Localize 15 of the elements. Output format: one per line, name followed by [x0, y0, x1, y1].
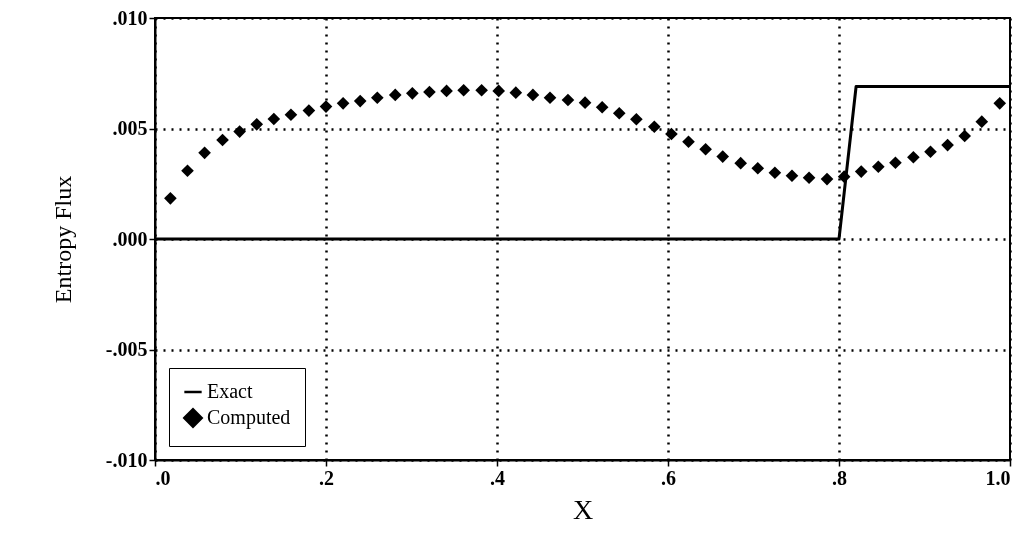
x-tick-label: .4: [490, 466, 505, 489]
legend-label: Exact: [207, 380, 253, 402]
x-tick-label: .2: [319, 466, 334, 489]
y-tick-label: .000: [112, 227, 148, 250]
y-tick-label: -.010: [105, 448, 148, 471]
x-axis-title: X: [572, 493, 594, 525]
x-tick-label: .6: [661, 466, 676, 489]
legend-label: Computed: [207, 406, 291, 429]
y-tick-label: .005: [112, 117, 148, 139]
x-tick-label: .0: [155, 466, 171, 489]
x-tick-label: 1.0: [985, 466, 1011, 489]
y-axis-title: Entropy Flux: [49, 175, 76, 304]
y-tick-label: -.005: [105, 338, 148, 360]
y-tick-label: .010: [112, 6, 148, 29]
x-tick-label: .8: [832, 466, 847, 489]
